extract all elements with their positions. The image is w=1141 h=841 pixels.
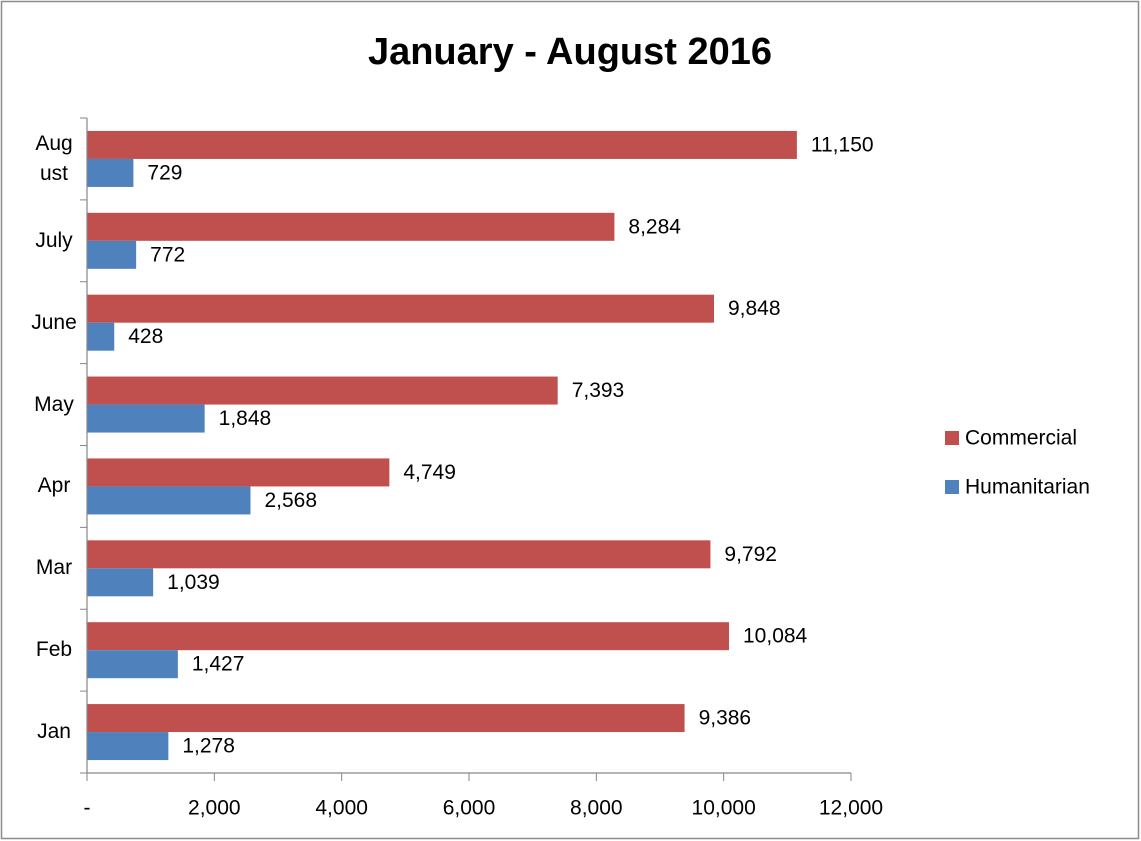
y-tick-label: Mar: [35, 556, 73, 580]
data-label: 7,393: [572, 379, 625, 402]
bar: [87, 458, 390, 487]
bar: [87, 650, 178, 679]
x-tick-label: -: [84, 797, 91, 820]
data-label: 729: [147, 161, 182, 184]
bar: [87, 404, 205, 433]
bar: [87, 158, 134, 187]
bar: [87, 732, 169, 761]
x-tick-label: 10,000: [692, 797, 756, 820]
data-label: 1,848: [219, 407, 272, 430]
y-tick-label: Jan: [37, 720, 71, 744]
x-tick-label: 2,000: [188, 797, 241, 820]
y-tick-label: August: [35, 131, 73, 185]
data-label: 2,568: [264, 489, 317, 512]
bar: [87, 212, 615, 241]
legend-label: Humanitarian: [965, 476, 1090, 499]
bar: [87, 622, 730, 651]
bar: [87, 540, 711, 569]
x-tick-label: 6,000: [443, 797, 496, 820]
data-label: 10,084: [743, 625, 808, 648]
data-label: 1,427: [192, 653, 245, 676]
x-tick-label: 4,000: [315, 797, 368, 820]
bar: [87, 376, 558, 405]
data-label: 9,792: [724, 543, 777, 566]
y-tick-label: Apr: [37, 474, 71, 498]
legend-label: Commercial: [965, 427, 1077, 450]
data-label: 1,278: [182, 735, 235, 758]
data-label: 9,386: [699, 707, 752, 730]
bar: [87, 294, 714, 323]
legend-swatch: [945, 431, 959, 445]
y-tick-label: July: [35, 228, 73, 252]
bar: [87, 130, 797, 159]
legend-swatch: [945, 480, 959, 494]
bar: [87, 704, 685, 733]
bar: [87, 322, 115, 351]
chart-title: January - August 2016: [368, 31, 772, 73]
y-tick-label: Feb: [35, 638, 73, 662]
data-label: 1,039: [167, 571, 220, 594]
bar: [87, 486, 251, 515]
x-tick-label: 8,000: [570, 797, 623, 820]
x-tick-label: 12,000: [819, 797, 883, 820]
bar: [87, 240, 137, 269]
data-label: 772: [150, 243, 185, 266]
data-label: 428: [128, 325, 163, 348]
data-label: 9,848: [728, 297, 781, 320]
bar: [87, 568, 154, 597]
data-label: 8,284: [628, 215, 681, 238]
data-label: 4,749: [403, 461, 456, 484]
y-tick-label: June: [31, 310, 77, 334]
y-tick-label: May: [34, 392, 74, 416]
data-label: 11,150: [811, 133, 874, 156]
